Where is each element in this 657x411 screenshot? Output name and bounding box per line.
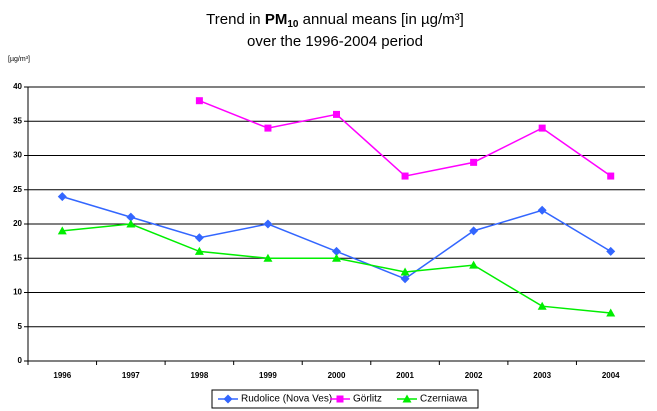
- x-tick-label: 2004: [602, 371, 620, 380]
- series-line: [199, 100, 612, 177]
- data-point: [607, 172, 615, 180]
- x-tick-label: 1996: [53, 371, 71, 380]
- title-part: 10: [287, 19, 299, 30]
- data-point: [332, 246, 341, 256]
- series-line: [62, 195, 612, 280]
- data-point: [606, 246, 616, 256]
- y-tick-label: 35: [13, 116, 22, 125]
- title-part: PM: [265, 11, 288, 28]
- y-tick-label: 40: [13, 82, 22, 91]
- y-tick-label: 15: [13, 253, 22, 262]
- data-point: [401, 172, 409, 180]
- chart-title: Trend in PM10 annual means [in µg/m³]: [206, 11, 464, 32]
- data-point: [263, 219, 273, 229]
- title-part: Trend in: [206, 11, 260, 28]
- data-point: [333, 110, 340, 118]
- data-point: [469, 260, 479, 269]
- y-tick-label: 30: [13, 151, 22, 160]
- y-tick-label: 0: [18, 356, 23, 365]
- data-point: [470, 158, 478, 166]
- legend-marker: [402, 394, 412, 403]
- y-axis-label: [µg/m³]: [8, 56, 30, 63]
- data-point: [195, 97, 203, 105]
- x-tick-label: 1998: [190, 371, 208, 380]
- x-tick-label: 2002: [465, 371, 483, 380]
- x-tick-label: 1999: [259, 371, 277, 380]
- data-point: [263, 253, 273, 262]
- data-point: [332, 253, 341, 262]
- data-point: [57, 226, 67, 235]
- data-point: [400, 267, 410, 276]
- y-tick-label: 5: [18, 322, 23, 331]
- y-tick-label: 10: [13, 288, 22, 297]
- data-point: [538, 124, 546, 132]
- data-point: [194, 233, 204, 243]
- y-tick-label: 25: [13, 185, 22, 194]
- data-point: [537, 205, 547, 215]
- data-point: [194, 246, 204, 255]
- legend-marker: [336, 395, 344, 403]
- legend-label: Görlitz: [353, 394, 382, 405]
- data-point: [126, 212, 136, 222]
- x-tick-label: 2001: [396, 371, 414, 380]
- data-point: [264, 124, 272, 132]
- x-tick-label: 2003: [533, 371, 551, 380]
- legend-label: Czerniawa: [420, 394, 468, 405]
- data-point: [469, 226, 479, 236]
- data-point: [537, 301, 547, 310]
- legend-marker: [223, 394, 233, 404]
- data-point: [400, 274, 410, 284]
- data-point: [126, 219, 136, 228]
- chart-subtitle: over the 1996-2004 period: [247, 33, 423, 50]
- data-point: [606, 308, 616, 317]
- x-tick-label: 1997: [122, 371, 140, 380]
- legend-label: Rudolice (Nova Ves): [241, 394, 332, 405]
- series-line: [62, 223, 611, 314]
- title-part: annual means [in µg/m³]: [303, 11, 464, 28]
- y-tick-label: 20: [13, 219, 22, 228]
- data-point: [57, 192, 67, 202]
- x-tick-label: 2000: [328, 371, 346, 380]
